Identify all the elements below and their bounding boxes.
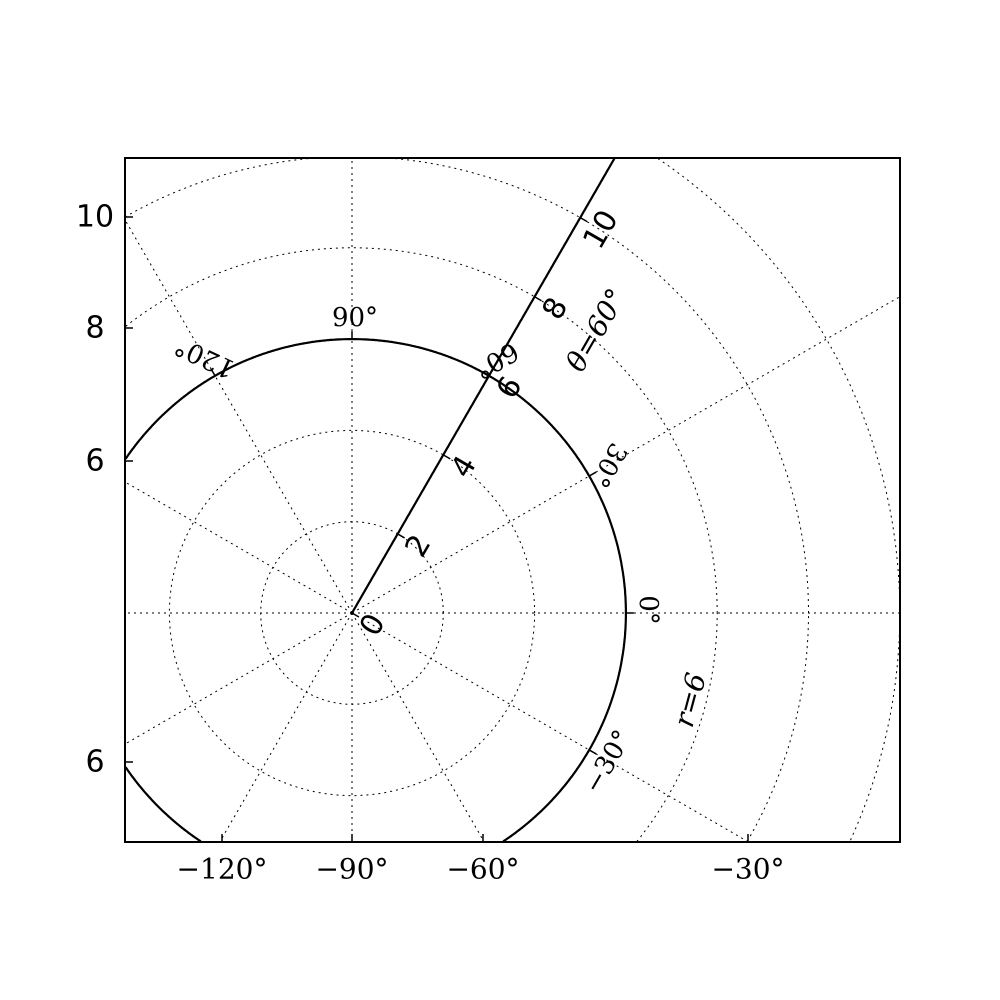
circle-tick-label: −30° bbox=[578, 725, 638, 799]
series-ray-theta bbox=[351, 158, 616, 614]
ray-tick-label: 2 bbox=[399, 529, 439, 563]
ray-tick-label: 4 bbox=[444, 450, 484, 484]
series-lines bbox=[125, 158, 627, 842]
grid-ray bbox=[351, 612, 485, 842]
left-tick-label: 10 bbox=[76, 200, 114, 235]
tick-mark bbox=[588, 749, 597, 755]
left-tick-label: 6 bbox=[85, 745, 104, 780]
grid-circle bbox=[658, 158, 900, 841]
ray-tick-label: 8 bbox=[535, 292, 575, 326]
axes-frame bbox=[124, 157, 901, 843]
tick-mark bbox=[588, 471, 597, 477]
tick-mark bbox=[488, 368, 494, 377]
tick-mark bbox=[351, 612, 360, 618]
bottom-tick-label: −90° bbox=[315, 853, 388, 886]
circle-tick-label: 0° bbox=[633, 595, 663, 625]
bottom-tick-label: −60° bbox=[446, 853, 519, 886]
grid-ray bbox=[219, 612, 353, 842]
grid-ray bbox=[351, 612, 749, 842]
grid-circle bbox=[125, 158, 809, 842]
grid-ray bbox=[125, 481, 353, 614]
tick-mark bbox=[442, 454, 451, 460]
grid-ray bbox=[125, 219, 353, 614]
grid-ray bbox=[125, 612, 353, 745]
tick-mark bbox=[534, 296, 542, 302]
circle-tick-label: 60° bbox=[469, 335, 524, 384]
circle-axis-label: r=6 bbox=[667, 669, 713, 730]
bottom-tick-label: −120° bbox=[177, 853, 268, 886]
grid-circle bbox=[125, 247, 718, 842]
tick-mark bbox=[579, 217, 588, 223]
grid-lines bbox=[125, 158, 900, 842]
circle-tick-label: 90° bbox=[332, 303, 378, 333]
tick-mark bbox=[397, 533, 405, 539]
ray-axis-label: θ=60° bbox=[559, 283, 633, 377]
left-tick-label: 8 bbox=[85, 311, 104, 346]
circle-tick-label: 30° bbox=[583, 438, 632, 493]
ray-tick-label: 0 bbox=[353, 608, 393, 642]
series-circle-r bbox=[125, 338, 627, 842]
left-tick-label: 6 bbox=[85, 444, 104, 479]
grid-circle bbox=[125, 338, 627, 842]
tick-mark bbox=[210, 368, 216, 377]
tick-mark bbox=[488, 375, 497, 381]
circle-tick-label: 120° bbox=[170, 330, 239, 384]
bottom-tick-label: −30° bbox=[711, 853, 784, 886]
